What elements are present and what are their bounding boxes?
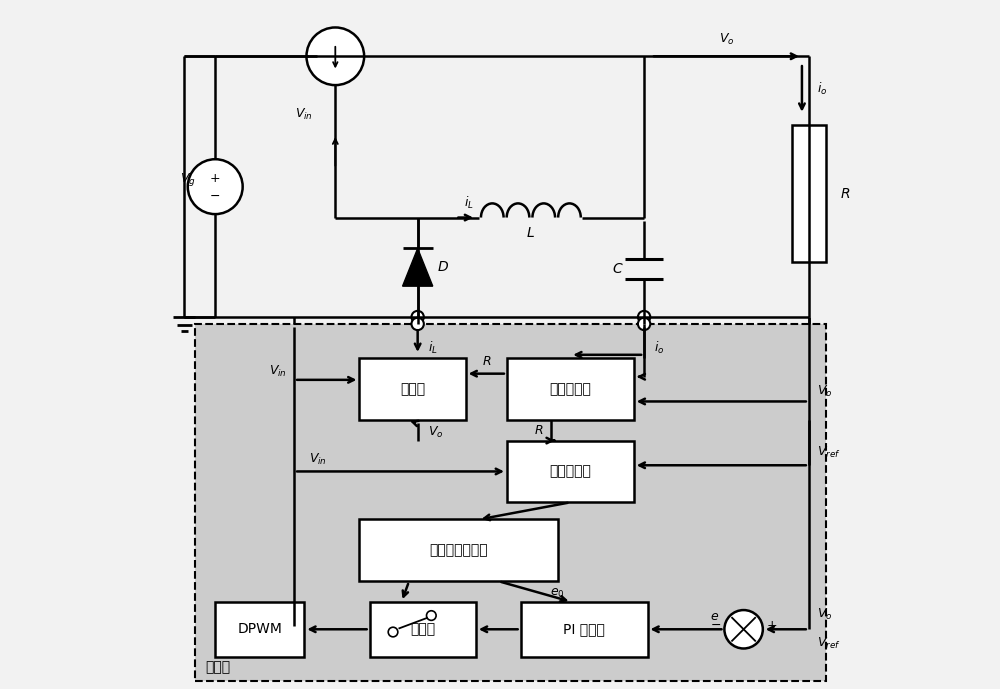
Text: DPWM: DPWM bbox=[237, 622, 282, 636]
Bar bbox=[370, 601, 476, 657]
Bar bbox=[792, 125, 826, 262]
Text: $V_{ref}$: $V_{ref}$ bbox=[817, 635, 841, 650]
Text: $L$: $L$ bbox=[526, 225, 535, 240]
Text: $R$: $R$ bbox=[840, 187, 850, 200]
Text: $V_{in}$: $V_{in}$ bbox=[309, 451, 327, 466]
Circle shape bbox=[188, 159, 243, 214]
Circle shape bbox=[411, 318, 424, 330]
Circle shape bbox=[638, 311, 650, 323]
Text: 选择器: 选择器 bbox=[410, 622, 435, 636]
Text: $V_{ref}$: $V_{ref}$ bbox=[817, 445, 841, 460]
Text: $V_{in}$: $V_{in}$ bbox=[295, 107, 313, 122]
Text: −: − bbox=[710, 619, 721, 633]
FancyBboxPatch shape bbox=[195, 324, 826, 681]
Text: −: − bbox=[210, 189, 220, 203]
Text: $R$: $R$ bbox=[534, 424, 544, 437]
Text: $e$: $e$ bbox=[710, 610, 719, 624]
Text: $V_o$: $V_o$ bbox=[817, 606, 833, 621]
Bar bbox=[359, 358, 466, 420]
Text: $V_o$: $V_o$ bbox=[428, 425, 443, 440]
Circle shape bbox=[411, 311, 424, 323]
Text: $V_o$: $V_o$ bbox=[817, 384, 833, 399]
Text: $C$: $C$ bbox=[612, 262, 624, 276]
Text: $e_0$: $e_0$ bbox=[550, 587, 565, 600]
Text: $i_L$: $i_L$ bbox=[428, 340, 438, 356]
Circle shape bbox=[388, 627, 398, 637]
Text: $i_o$: $i_o$ bbox=[654, 340, 665, 356]
Bar bbox=[215, 601, 304, 657]
Text: $R$: $R$ bbox=[482, 355, 491, 368]
Text: $D$: $D$ bbox=[437, 260, 449, 274]
Text: 监管器: 监管器 bbox=[400, 382, 425, 396]
Circle shape bbox=[724, 610, 763, 648]
Circle shape bbox=[427, 610, 436, 620]
Text: $V_o$: $V_o$ bbox=[719, 32, 734, 47]
Bar bbox=[521, 601, 648, 657]
Text: +: + bbox=[210, 172, 221, 185]
Bar bbox=[359, 520, 558, 582]
Text: 轨迹规划器: 轨迹规划器 bbox=[549, 464, 591, 478]
Text: PI 控制器: PI 控制器 bbox=[563, 622, 605, 636]
Text: $i_L$: $i_L$ bbox=[464, 194, 474, 211]
Text: $i_o$: $i_o$ bbox=[817, 81, 827, 97]
Text: +: + bbox=[766, 619, 777, 633]
Circle shape bbox=[638, 318, 650, 330]
Text: 轨迹预测控制器: 轨迹预测控制器 bbox=[430, 544, 488, 557]
Bar bbox=[507, 358, 634, 420]
Text: $V_{in}$: $V_{in}$ bbox=[269, 364, 287, 380]
Polygon shape bbox=[403, 249, 433, 286]
Text: $V_g$: $V_g$ bbox=[180, 172, 196, 188]
Circle shape bbox=[306, 28, 364, 85]
Bar bbox=[507, 440, 634, 502]
Text: 控制器: 控制器 bbox=[205, 660, 230, 674]
Text: 负载识别器: 负载识别器 bbox=[549, 382, 591, 396]
